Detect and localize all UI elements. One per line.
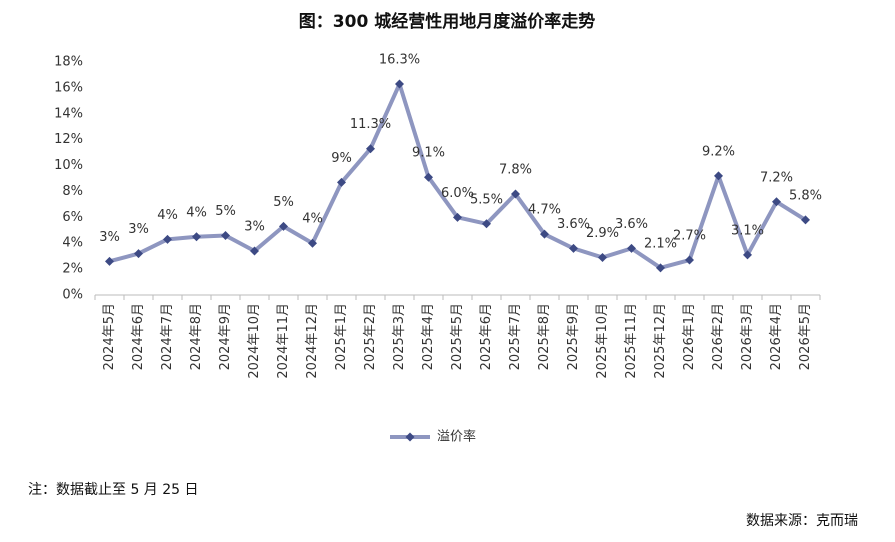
x-tick-label: 2025年12月 [653,303,668,379]
x-tick-label: 2026年2月 [711,303,726,370]
value-label: 9.1% [412,146,445,161]
x-tick-label: 2026年4月 [769,303,784,370]
marker [279,221,288,231]
x-tick-label: 2025年10月 [595,303,610,379]
x-tick-label: 2025年5月 [450,303,465,370]
marker [134,249,143,259]
marker [192,232,201,242]
y-tick-label: 12% [54,132,83,147]
marker [395,79,404,89]
x-tick-label: 2025年7月 [508,303,523,370]
marker [308,238,317,248]
x-tick-label: 2025年8月 [537,303,552,370]
value-label: 4% [186,205,207,220]
value-label: 4% [157,208,178,223]
y-tick-label: 2% [62,262,83,277]
marker [801,215,810,225]
x-tick-label: 2024年11月 [276,303,291,379]
source: 数据来源：克而瑞 [746,513,858,529]
value-label: 5% [215,204,236,219]
marker [453,212,462,222]
value-label: 3% [99,230,120,245]
marker [221,230,230,240]
y-tick-label: 6% [62,210,83,225]
value-label: 3.6% [557,217,590,232]
value-label: 2.1% [644,236,677,251]
x-tick-label: 2024年6月 [131,303,146,370]
y-tick-label: 0% [62,288,83,303]
y-tick-label: 16% [54,80,83,95]
value-label: 11.3% [350,117,391,132]
value-label: 4.7% [528,203,561,218]
marker [163,234,172,244]
value-label: 5% [273,195,294,210]
value-label: 3% [128,222,149,237]
value-label: 5.5% [470,192,503,207]
x-tick-label: 2024年5月 [102,303,117,370]
marker [685,255,694,265]
y-tick-label: 4% [62,236,83,251]
value-label: 3.1% [731,223,764,238]
legend-marker [405,432,415,442]
marker [250,246,259,256]
note: 注：数据截止至 5 月 25 日 [28,482,199,498]
value-label: 2.7% [673,229,706,244]
x-tick-label: 2025年1月 [334,303,349,370]
x-tick-label: 2026年1月 [682,303,697,370]
value-label: 9.2% [702,144,735,159]
x-tick-label: 2025年9月 [566,303,581,370]
value-label: 3.6% [615,217,648,232]
value-label: 4% [302,212,323,227]
value-label: 7.8% [499,163,532,178]
y-tick-label: 8% [62,184,83,199]
value-label: 16.3% [379,53,420,68]
marker [511,189,520,199]
x-tick-label: 2024年9月 [218,303,233,370]
x-tick-label: 2024年7月 [160,303,175,370]
x-tick-label: 2026年3月 [740,303,755,370]
marker [540,229,549,239]
x-tick-label: 2024年10月 [247,303,262,379]
marker [714,171,723,181]
y-tick-label: 10% [54,158,83,173]
x-tick-label: 2024年12月 [305,303,320,379]
value-label: 5.8% [789,188,822,203]
marker [598,252,607,262]
marker [482,219,491,229]
value-label: 6.0% [441,186,474,201]
marker [105,256,114,266]
marker [337,177,346,187]
y-tick-label: 14% [54,106,83,121]
marker [772,197,781,207]
x-tick-label: 2025年3月 [392,303,407,370]
y-tick-label: 18% [54,55,83,70]
value-label: 3% [244,219,265,234]
x-tick-label: 2025年2月 [363,303,378,370]
x-tick-label: 2026年5月 [798,303,813,370]
x-tick-label: 2025年6月 [479,303,494,370]
marker [424,172,433,182]
marker [743,250,752,260]
marker [656,263,665,273]
x-tick-label: 2025年4月 [421,303,436,370]
legend-label: 溢价率 [437,429,476,445]
chart-title: 图：300 城经营性用地月度溢价率走势 [299,11,595,32]
x-tick-label: 2025年11月 [624,303,639,379]
marker [627,243,636,253]
value-label: 7.2% [760,170,793,185]
marker [366,144,375,154]
marker [569,243,578,253]
value-label: 2.9% [586,226,619,241]
x-tick-label: 2024年8月 [189,303,204,370]
value-label: 9% [331,151,352,166]
